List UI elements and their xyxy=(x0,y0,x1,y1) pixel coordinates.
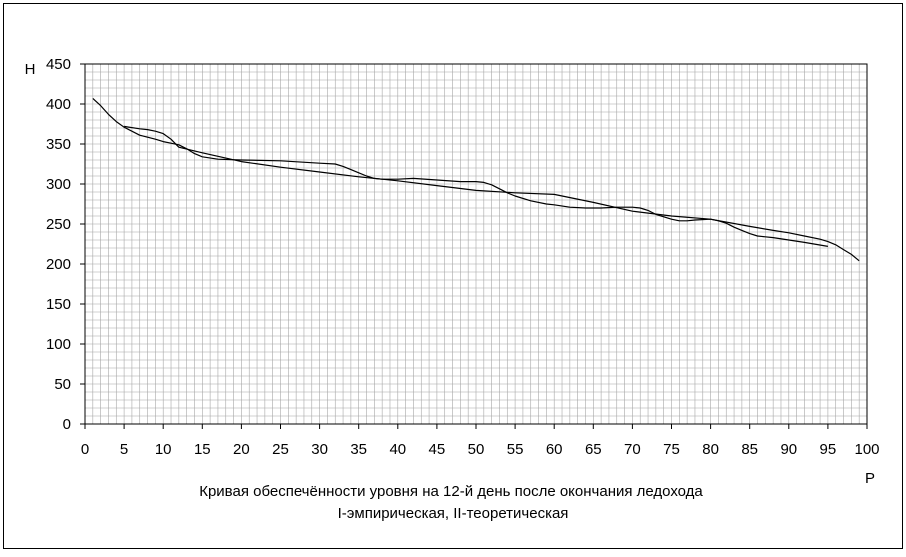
y-tick-label: 450 xyxy=(46,56,71,73)
x-tick-label: 60 xyxy=(546,441,563,458)
y-tick-label: 300 xyxy=(46,176,71,193)
x-tick-label: 35 xyxy=(350,441,367,458)
x-tick-label: 100 xyxy=(854,441,879,458)
x-tick-label: 85 xyxy=(741,441,758,458)
chart-subtitle: I-эмпирическая, II-теоретическая xyxy=(338,505,569,522)
x-tick-label: 50 xyxy=(468,441,485,458)
x-tick-label: 55 xyxy=(507,441,524,458)
x-tick-label: 0 xyxy=(81,441,89,458)
grid-layer xyxy=(84,63,868,425)
y-tick-label: 200 xyxy=(46,256,71,273)
y-tick-label: 400 xyxy=(46,96,71,113)
x-axis-label: P xyxy=(865,470,875,487)
x-tick-label: 70 xyxy=(624,441,641,458)
x-tick-label: 65 xyxy=(585,441,602,458)
y-tick-label: 50 xyxy=(54,376,71,393)
x-tick-label: 75 xyxy=(663,441,680,458)
x-tick-label: 95 xyxy=(820,441,837,458)
y-tick-label: 350 xyxy=(46,136,71,153)
series-line-2 xyxy=(124,125,860,262)
x-tick-label: 25 xyxy=(272,441,289,458)
chart-title: Кривая обеспечённости уровня на 12-й ден… xyxy=(199,483,703,500)
x-tick-label: 5 xyxy=(120,441,128,458)
tick-layer: 0 5 10 15 20 25 30 35 40 45 50 55 60 65 70 75 80 85 90 95 10… xyxy=(46,56,880,458)
x-tick-label: 15 xyxy=(194,441,211,458)
y-tick-label: 150 xyxy=(46,296,71,313)
x-tick-label: 40 xyxy=(389,441,406,458)
x-tick-label: 10 xyxy=(155,441,172,458)
x-tick-label: 45 xyxy=(429,441,446,458)
y-axis-label: H xyxy=(25,61,36,78)
outer-frame xyxy=(3,3,903,549)
series-layer xyxy=(92,97,860,262)
y-tick-label: 0 xyxy=(63,416,71,433)
x-tick-label: 90 xyxy=(780,441,797,458)
y-tick-label: 250 xyxy=(46,216,71,233)
x-tick-label: 20 xyxy=(233,441,250,458)
x-tick-label: 80 xyxy=(702,441,719,458)
x-tick-label: 30 xyxy=(311,441,328,458)
y-tick-label: 100 xyxy=(46,336,71,353)
